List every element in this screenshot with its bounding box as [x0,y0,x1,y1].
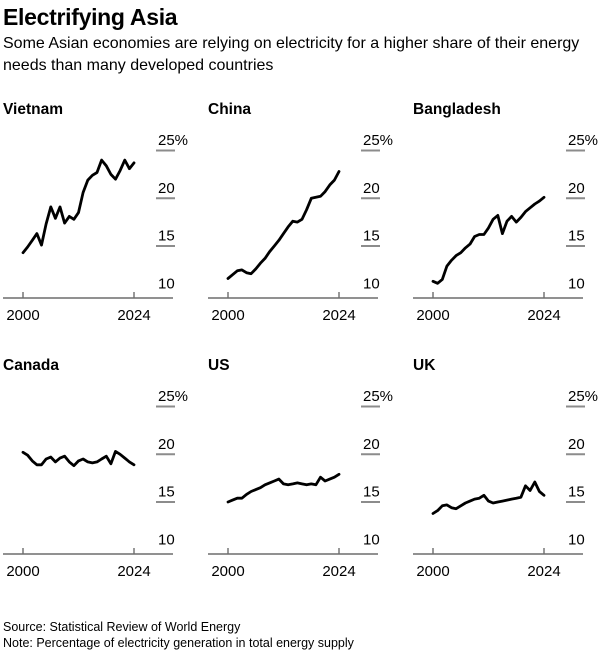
panel-title-canada: Canada [3,357,59,374]
data-line [226,170,341,280]
x-axis-label: 2000 [211,307,244,324]
panel-title-us: US [208,357,230,374]
x-axis-label: 2024 [527,563,560,580]
data-line [431,480,546,515]
y-axis-label: 25% [363,132,393,149]
y-axis-label: 15 [158,484,175,501]
line-chart-vietnam: 2000 2024 25% 20 15 10 [3,132,188,324]
panel-uk: UK 2000 2024 25% 20 15 10 [412,356,612,598]
y-axis-label: 25% [568,132,598,149]
line-chart-us: 2000 2024 25% 20 15 10 [208,388,393,580]
x-axis-label: 2000 [416,307,449,324]
data-line [226,472,341,504]
y-axis-label: 10 [568,531,585,548]
x-axis-label: 2024 [322,563,355,580]
y-axis-label: 25% [158,388,188,405]
y-axis-label: 20 [158,180,175,197]
panel-canada: Canada 2000 2024 25% 20 15 10 [2,356,202,598]
x-axis-label: 2024 [527,307,560,324]
data-line [21,158,136,255]
y-axis-label: 10 [158,275,175,292]
panel-bangladesh: Bangladesh 2000 2024 25% 20 15 10 [412,100,612,342]
y-axis-label: 15 [158,228,175,245]
y-axis-label: 25% [363,388,393,405]
y-axis-label: 10 [158,531,175,548]
panel-title-vietnam: Vietnam [3,101,64,118]
y-axis-label: 15 [363,228,380,245]
line-chart-canada: 2000 2024 25% 20 15 10 [3,388,188,580]
y-axis-label: 20 [568,436,585,453]
y-axis-label: 15 [568,228,585,245]
source-note: Source: Statistical Review of World Ener… [3,620,241,634]
data-line [431,195,546,285]
y-axis-label: 10 [363,531,380,548]
line-chart-china: 2000 2024 25% 20 15 10 [208,132,393,324]
x-axis-label: 2024 [322,307,355,324]
y-axis-label: 25% [158,132,188,149]
y-axis-label: 15 [568,484,585,501]
x-axis-label: 2000 [6,563,39,580]
x-axis-label: 2000 [211,563,244,580]
data-line [21,450,136,468]
line-chart-bangladesh: 2000 2024 25% 20 15 10 [413,132,598,324]
panel-title-bangladesh: Bangladesh [413,101,501,118]
chart-subtitle: Some Asian economies are relying on elec… [3,35,580,74]
y-axis-label: 15 [363,484,380,501]
panel-us: US 2000 2024 25% 20 15 10 [207,356,407,598]
panel-title-uk: UK [413,357,436,374]
line-chart-uk: 2000 2024 25% 20 15 10 [413,388,598,580]
y-axis-label: 20 [158,436,175,453]
x-axis-label: 2000 [6,307,39,324]
methodology-note: Note: Percentage of electricity generati… [3,635,354,650]
footer: Source: Statistical Review of World Ener… [3,620,354,651]
panel-vietnam: Vietnam 2000 2024 25% 20 15 10 [2,100,202,342]
y-axis-label: 20 [363,180,380,197]
x-axis-label: 2024 [117,563,150,580]
y-axis-label: 10 [363,275,380,292]
x-axis-label: 2024 [117,307,150,324]
y-axis-label: 10 [568,275,585,292]
y-axis-label: 25% [568,388,598,405]
chart-title: Electrifying Asia [3,4,178,30]
x-axis-label: 2000 [416,563,449,580]
y-axis-label: 20 [363,436,380,453]
panel-title-china: China [208,101,252,118]
y-axis-label: 20 [568,180,585,197]
panel-china: China 2000 2024 25% 20 15 10 [207,100,407,342]
